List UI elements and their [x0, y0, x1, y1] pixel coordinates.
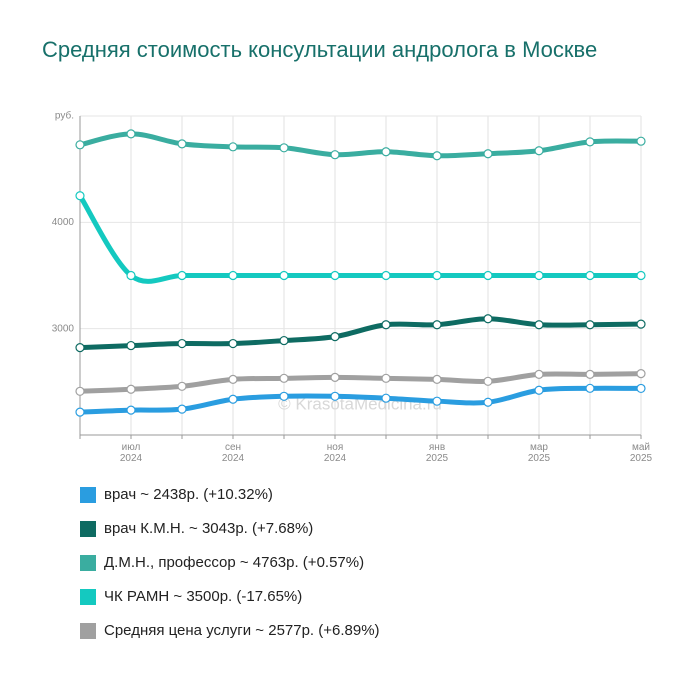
data-point: [432, 374, 442, 384]
x-tick-label-line: 2024: [120, 453, 143, 464]
series-line: [77, 316, 644, 351]
data-point: [228, 270, 238, 281]
data-point: [228, 374, 238, 384]
data-point: [279, 270, 289, 281]
data-point: [126, 405, 136, 415]
data-point: [534, 320, 544, 330]
series-line: [77, 131, 644, 159]
data-point: [126, 129, 136, 139]
data-point: [75, 407, 85, 417]
data-point: [228, 338, 238, 349]
data-point: [483, 397, 493, 407]
data-point: [534, 385, 544, 395]
data-point: [279, 391, 289, 401]
legend-label: ЧК РАМН ~ 3500р. (-17.65%): [104, 588, 302, 605]
legend-swatch: [80, 555, 96, 571]
x-tick-label: май 2025: [630, 442, 653, 464]
data-point: [483, 270, 493, 281]
data-point: [177, 270, 187, 281]
x-tick-label: сен 2024: [222, 442, 245, 464]
data-point: [126, 340, 136, 351]
data-point: [534, 270, 544, 281]
x-tick-label-line: 2025: [426, 453, 449, 464]
data-point: [636, 369, 646, 379]
data-point: [126, 384, 136, 394]
x-tick-label: ноя 2024: [324, 442, 347, 464]
x-tick-label-line: мар: [530, 442, 548, 453]
data-point: [534, 146, 544, 156]
data-point: [330, 391, 340, 401]
data-point: [177, 338, 187, 349]
data-point: [330, 332, 340, 342]
data-point: [381, 373, 391, 383]
data-point: [126, 270, 136, 281]
x-tick-label: мар 2025: [528, 442, 551, 464]
data-point: [381, 270, 391, 281]
data-point: [534, 369, 544, 379]
data-point: [432, 270, 442, 281]
legend-label: Средняя цена услуги ~ 2577р. (+6.89%): [104, 622, 380, 639]
data-point: [381, 147, 391, 157]
data-point: [177, 139, 187, 149]
data-point: [483, 376, 493, 386]
series-line: [77, 193, 644, 284]
data-point: [381, 393, 391, 403]
data-point: [636, 270, 646, 281]
x-tick-label-line: 2024: [222, 453, 245, 464]
data-point: [585, 270, 595, 281]
y-tick-label: 4000: [52, 217, 75, 228]
data-point: [636, 383, 646, 394]
data-point: [381, 320, 391, 330]
data-point: [432, 320, 442, 330]
data-point: [330, 372, 340, 382]
legend-swatch: [80, 521, 96, 537]
data-point: [279, 143, 289, 153]
data-point: [75, 191, 85, 201]
x-tick-label-line: 2024: [324, 453, 347, 464]
data-point: [279, 373, 289, 383]
x-tick-label-line: сен: [225, 442, 241, 453]
data-point: [483, 149, 493, 159]
data-point: [585, 369, 595, 379]
x-tick-label-line: 2025: [630, 453, 653, 464]
data-point: [432, 396, 442, 406]
data-point: [483, 314, 493, 324]
data-point: [585, 383, 595, 393]
data-point: [75, 342, 85, 353]
data-point: [636, 319, 646, 329]
legend-swatch: [80, 589, 96, 605]
data-point: [330, 150, 340, 160]
legend-label: Д.М.Н., профессор ~ 4763р. (+0.57%): [104, 554, 364, 571]
data-point: [177, 381, 187, 391]
data-point: [636, 136, 646, 146]
legend-swatch: [80, 623, 96, 639]
data-point: [75, 386, 85, 396]
data-point: [228, 394, 238, 404]
x-tick-label-line: ноя: [327, 442, 344, 453]
legend-label: врач ~ 2438р. (+10.32%): [104, 486, 273, 503]
x-tick-label-line: 2025: [528, 453, 551, 464]
data-point: [330, 270, 340, 281]
y-tick-label: руб.: [55, 110, 74, 122]
data-point: [177, 404, 187, 414]
data-point: [279, 335, 289, 346]
data-point: [585, 320, 595, 330]
x-tick-label-line: май: [632, 442, 650, 453]
data-point: [75, 140, 85, 150]
x-tick-label: июл 2024: [120, 442, 143, 464]
y-tick-label: 3000: [52, 323, 75, 334]
data-point: [228, 142, 238, 152]
chart-title: Средняя стоимость консультации андролога…: [42, 37, 598, 62]
legend-swatch: [80, 487, 96, 503]
x-tick-label-line: янв: [429, 442, 445, 453]
x-tick-label-line: июл: [122, 442, 141, 453]
data-point: [432, 151, 442, 161]
x-tick-label: янв 2025: [426, 442, 449, 464]
legend-label: врач К.М.Н. ~ 3043р. (+7.68%): [104, 520, 313, 537]
data-point: [585, 137, 595, 147]
